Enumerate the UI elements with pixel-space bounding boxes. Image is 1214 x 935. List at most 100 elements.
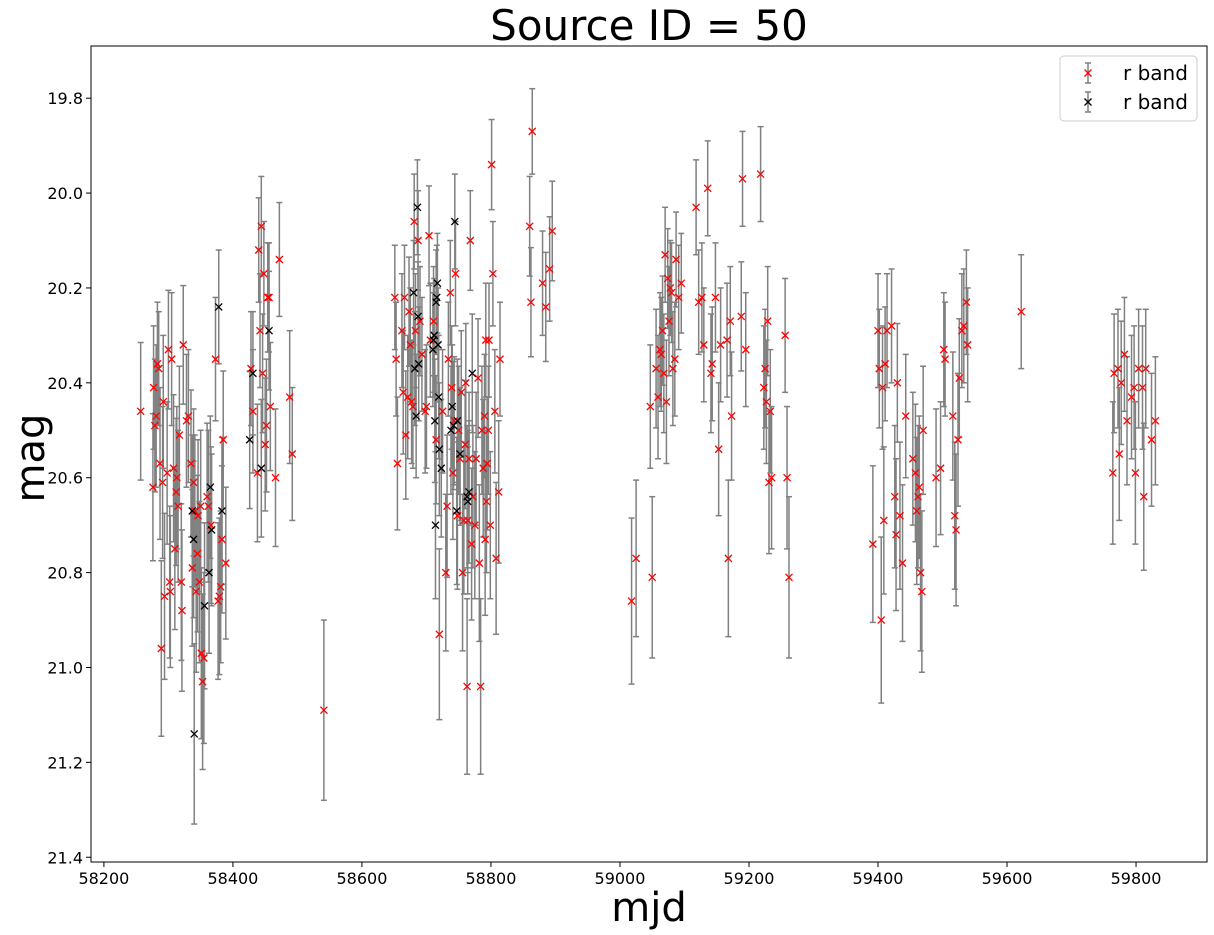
point-s0-p98 — [448, 469, 457, 477]
point-s0-p108 — [461, 378, 470, 387]
point-s0-p213 — [917, 587, 926, 596]
point-s0-p24 — [177, 606, 186, 615]
point-s0-p188 — [767, 473, 776, 482]
point-s0-p176 — [726, 317, 735, 326]
y-tick-label: 19.8 — [47, 89, 83, 108]
point-s0-p90 — [432, 435, 441, 444]
point-s0-p224 — [957, 326, 966, 335]
legend-entry-red: r band — [1084, 61, 1188, 85]
point-s0-p242 — [1141, 364, 1150, 373]
point-s0-p150 — [657, 350, 666, 359]
point-s0-p141 — [545, 265, 554, 273]
y-tick-label: 20.6 — [47, 469, 83, 488]
point-s0-p125 — [482, 497, 491, 506]
point-s0-p214 — [919, 426, 928, 435]
point-s0-p174 — [723, 336, 732, 345]
point-s0-p123 — [481, 535, 490, 544]
point-s0-p192 — [868, 540, 877, 549]
chart-title: Source ID = 50 — [490, 1, 808, 50]
point-s0-p61 — [265, 293, 274, 302]
point-s0-p133 — [492, 554, 501, 563]
point-s0-p202 — [892, 530, 901, 539]
legend-handle-s0 — [1084, 62, 1092, 84]
point-s0-p152 — [659, 369, 668, 378]
point-s0-p136 — [525, 222, 534, 231]
point-s0-p40 — [203, 492, 212, 501]
point-s0-p50 — [247, 364, 255, 373]
point-s0-p38 — [198, 677, 207, 686]
point-s1-p31 — [446, 426, 455, 435]
point-s1-p5 — [206, 483, 215, 492]
point-s0-p79 — [408, 402, 417, 411]
point-s0-p175 — [724, 554, 733, 563]
point-s1-p27 — [434, 340, 443, 349]
y-tick-label: 20.0 — [47, 184, 83, 203]
point-s1-p3 — [200, 601, 209, 610]
point-s1-p36 — [453, 416, 462, 425]
point-s0-p241 — [1139, 492, 1148, 501]
point-s0-p5 — [153, 359, 162, 368]
point-s1-p32 — [448, 402, 457, 411]
point-s0-p178 — [737, 312, 746, 321]
point-s0-p8 — [157, 644, 166, 653]
point-s0-p225 — [959, 321, 968, 330]
legend: r band r band — [1059, 55, 1198, 122]
point-s0-p111 — [465, 454, 473, 463]
point-s0-p54 — [256, 326, 264, 335]
point-s0-p184 — [762, 397, 771, 406]
y-tick-label: 21.2 — [47, 753, 83, 772]
point-s0-p180 — [741, 345, 750, 354]
legend-handle-s1 — [1084, 91, 1092, 113]
point-s0-p70 — [393, 459, 402, 468]
point-s0-p183 — [761, 364, 770, 373]
point-s0-p200 — [887, 321, 896, 330]
point-s0-p6 — [154, 364, 163, 373]
legend-label-red: r band — [1123, 61, 1188, 85]
point-s0-p165 — [694, 298, 703, 307]
point-s0-p240 — [1138, 383, 1147, 392]
point-s0-p160 — [670, 355, 679, 364]
point-s1-p10 — [248, 369, 257, 378]
point-s1-p9 — [245, 435, 254, 444]
point-s0-p51 — [248, 407, 257, 416]
point-s1-p25 — [432, 293, 441, 302]
point-s0-p68 — [390, 293, 399, 302]
point-s0-p27 — [184, 412, 193, 421]
point-s0-p49 — [221, 559, 230, 568]
point-s0-p44 — [214, 597, 223, 606]
point-s0-p47 — [217, 535, 226, 544]
point-s0-p86 — [422, 402, 431, 411]
point-s1-p11 — [257, 464, 266, 473]
point-s1-p26 — [433, 279, 442, 288]
point-s0-p218 — [941, 355, 950, 364]
point-s0-p65 — [285, 393, 294, 402]
point-s0-p193 — [874, 326, 882, 335]
point-s0-p118 — [475, 559, 484, 568]
point-s0-p226 — [962, 298, 971, 307]
x-tick-label: 58200 — [78, 869, 129, 888]
point-s1-p18 — [414, 359, 423, 368]
point-s0-p198 — [881, 359, 890, 368]
point-s0-p21 — [174, 502, 183, 511]
point-s0-p187 — [766, 407, 775, 416]
point-s0-p221 — [952, 525, 961, 534]
point-s1-p35 — [452, 506, 461, 515]
point-s1-p40 — [465, 487, 473, 496]
point-s0-p131 — [488, 269, 497, 278]
point-s0-p28 — [187, 459, 195, 468]
point-s0-p56 — [258, 369, 267, 378]
x-tick-label: 59400 — [853, 869, 904, 888]
point-s0-p7 — [156, 459, 164, 468]
point-s0-p48 — [219, 435, 228, 444]
point-s0-p206 — [901, 412, 910, 421]
point-s0-p17 — [169, 464, 178, 473]
point-s0-p238 — [1131, 469, 1140, 477]
y-tick-label: 20.4 — [47, 374, 83, 393]
point-s0-p20 — [172, 473, 181, 482]
point-s0-p155 — [663, 274, 672, 283]
point-s1-p8 — [217, 506, 226, 515]
y-tick-label: 21.4 — [47, 848, 83, 867]
point-s0-p124 — [481, 336, 490, 345]
point-s0-p171 — [711, 293, 720, 302]
point-s1-p7 — [214, 302, 223, 311]
